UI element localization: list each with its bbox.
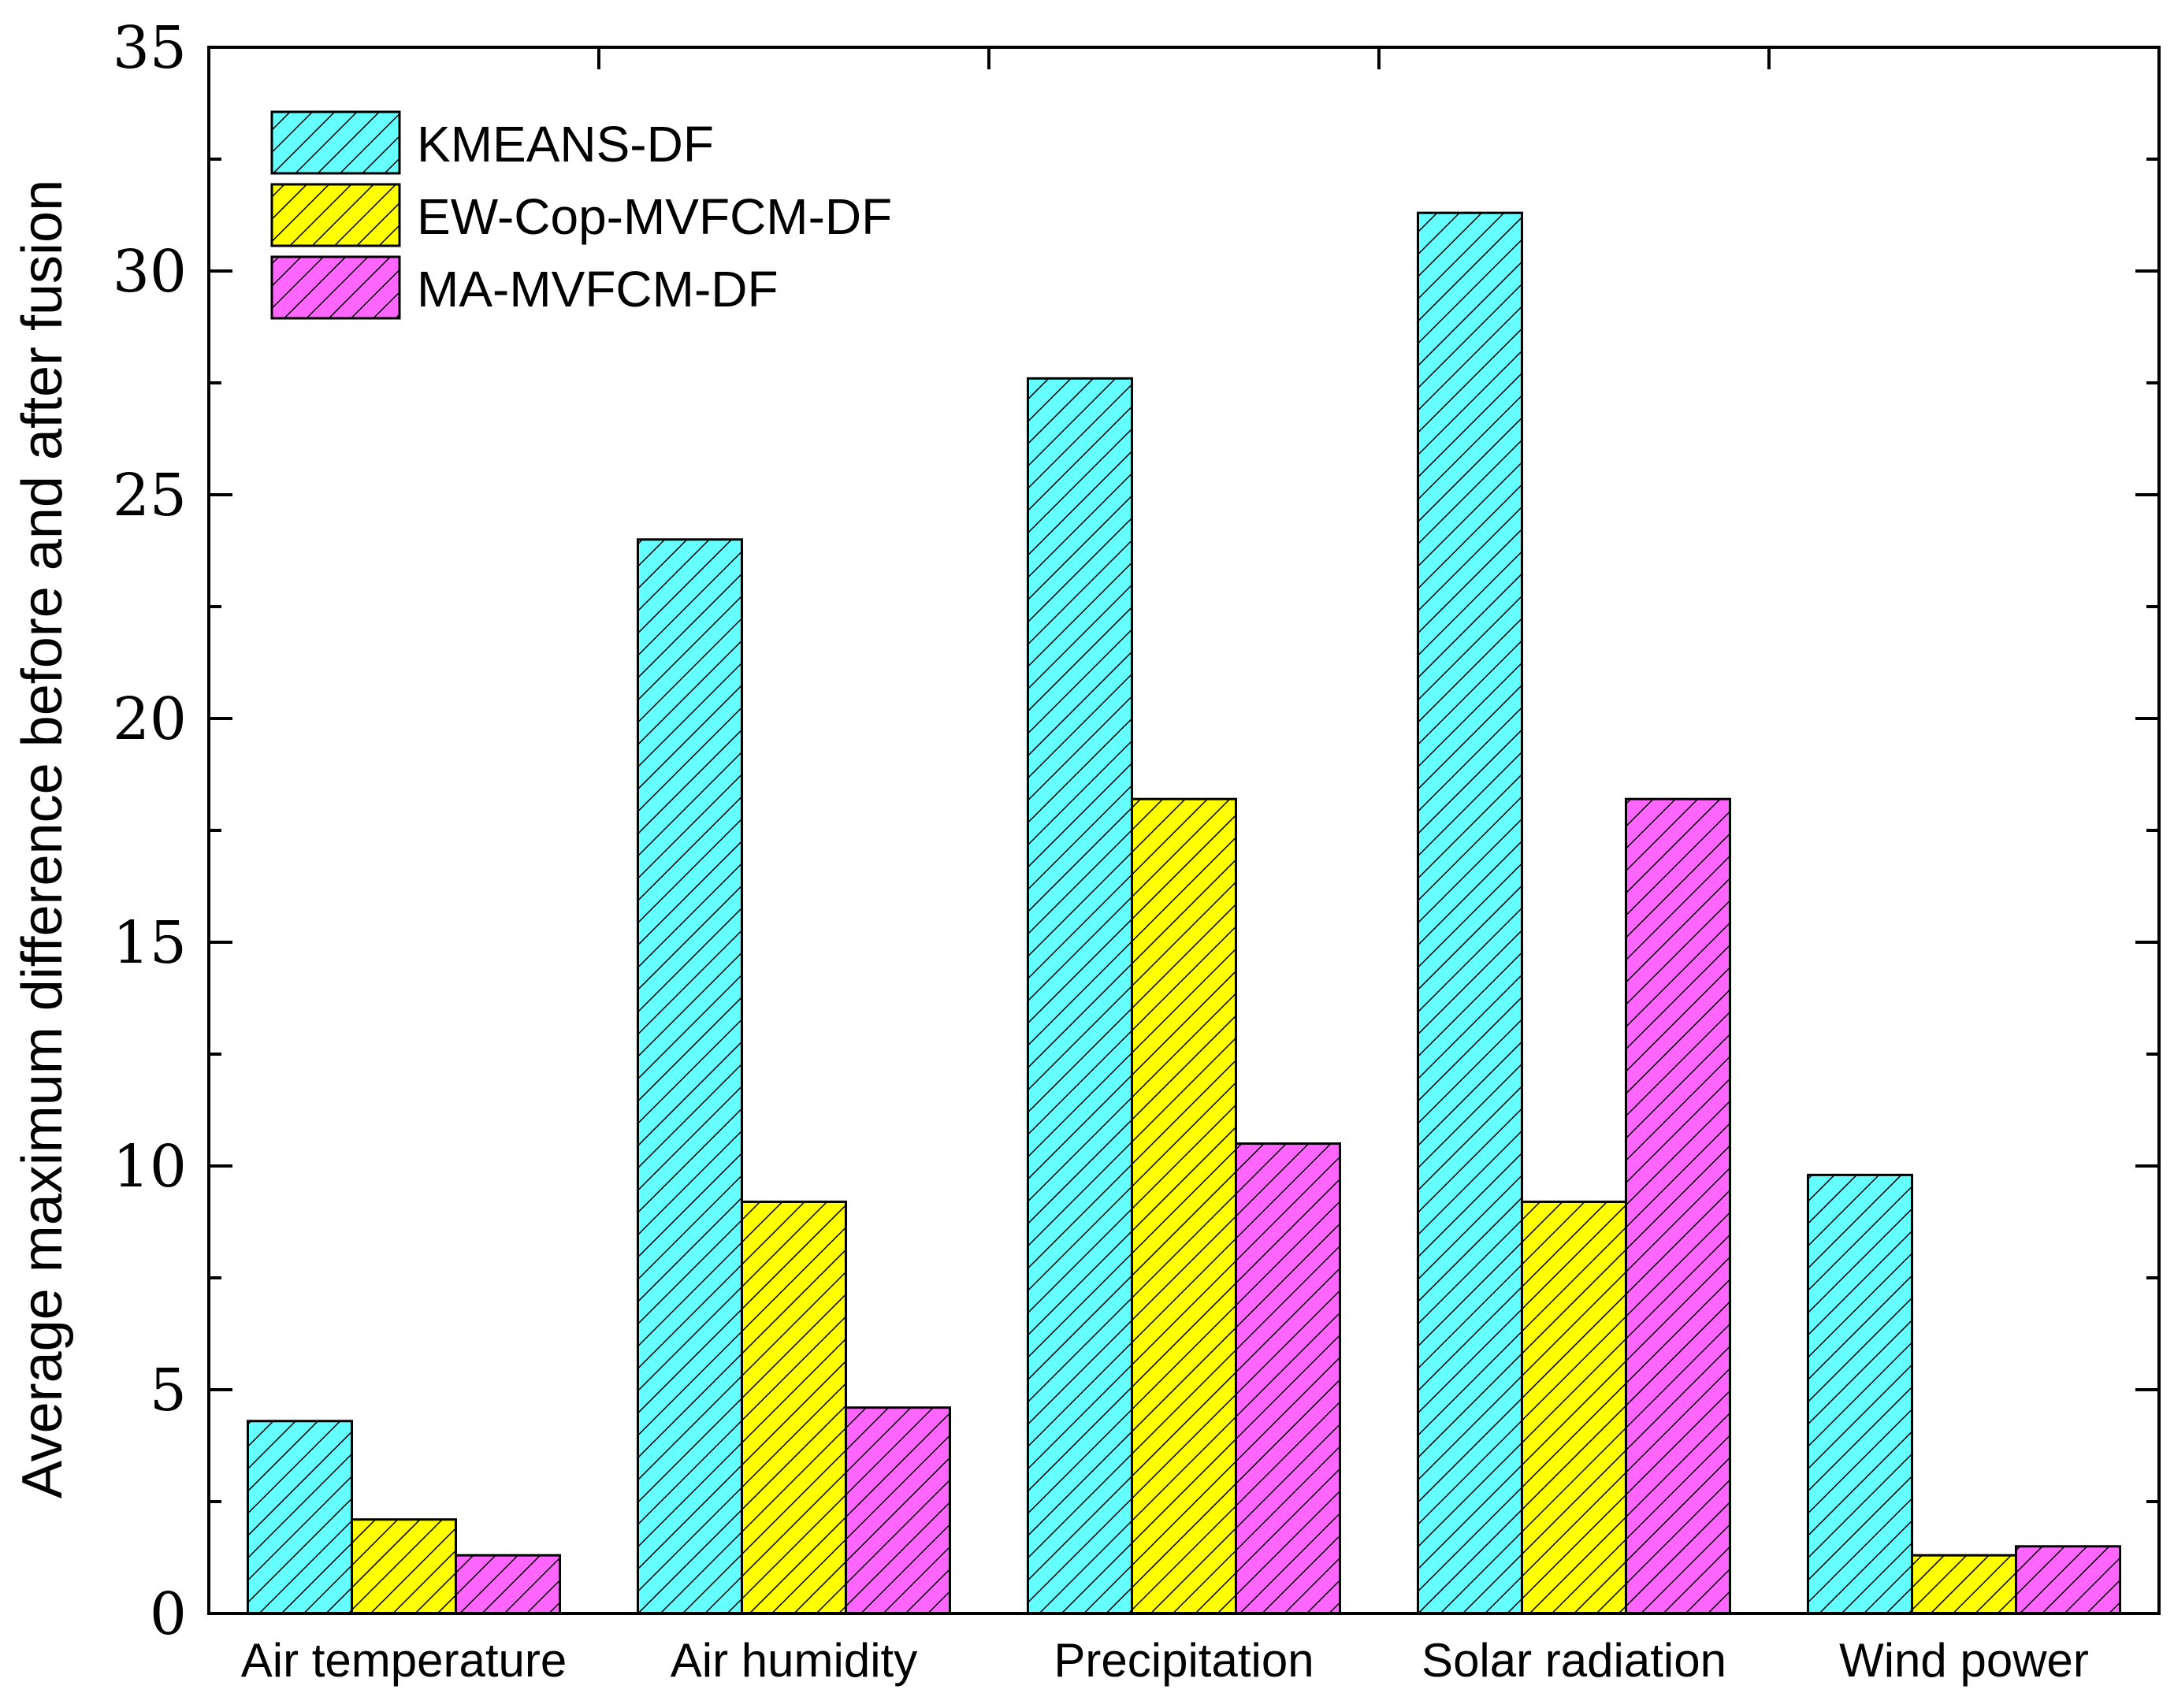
y-tick-label: 25 (113, 462, 187, 529)
legend-label: MA-MVFCM-DF (417, 261, 779, 317)
legend-label: EW-Cop-MVFCM-DF (417, 188, 892, 245)
bar-kmeans-df-wind-power (1807, 1173, 1913, 1615)
bar-ma-mvfcm-df-precipitation (1235, 1142, 1341, 1615)
bar-ma-mvfcm-df-solar-radiation (1625, 797, 1731, 1615)
axes-layer: 0 5 10 15 20 25 30 35 (113, 14, 2161, 1648)
bar-ew-cop-mvfcm-df-wind-power (1911, 1554, 2017, 1615)
y-tick-label: 10 (113, 1133, 187, 1201)
x-tick-label: Precipitation (1054, 1634, 1314, 1687)
bar-kmeans-df-air-temperature (247, 1420, 353, 1615)
bar-ew-cop-mvfcm-df-air-humidity (741, 1200, 847, 1615)
bar-ew-cop-mvfcm-df-solar-radiation (1521, 1200, 1627, 1615)
y-tick-label: 30 (113, 238, 187, 306)
bar-ew-cop-mvfcm-df-precipitation (1131, 797, 1237, 1615)
y-tick-label: 35 (113, 14, 187, 82)
x-tick-label: Air humidity (671, 1634, 917, 1687)
x-tick-label: Wind power (1839, 1634, 2089, 1687)
bar-ma-mvfcm-df-air-temperature (455, 1554, 561, 1615)
legend: KMEANS-DF EW-Cop-MVFCM-DF MA-MVFCM-DF (270, 110, 892, 320)
y-tick-label: 0 (150, 1580, 187, 1648)
bar-kmeans-df-air-humidity (637, 538, 743, 1615)
y-axis-label: Average maximum difference before and af… (11, 180, 74, 1498)
legend-swatch-ma-mvfcm-df (270, 255, 401, 320)
bar-ma-mvfcm-df-wind-power (2015, 1545, 2121, 1615)
legend-swatch-kmeans-df (270, 110, 401, 175)
bar-ma-mvfcm-df-air-humidity (845, 1406, 951, 1615)
bars-layer: Air temperature Air humidity Precipitation… (241, 211, 2121, 1687)
y-tick-label: 20 (113, 685, 187, 753)
x-tick-label: Solar radiation (1421, 1634, 1726, 1687)
legend-swatch-ew-cop-mvfcm-df (270, 183, 401, 247)
bar-kmeans-df-solar-radiation (1417, 211, 1523, 1615)
legend-label: KMEANS-DF (417, 116, 714, 173)
bar-ew-cop-mvfcm-df-air-temperature (351, 1518, 457, 1615)
bar-kmeans-df-precipitation (1027, 377, 1133, 1615)
x-tick-label: Air temperature (241, 1634, 567, 1687)
y-tick-label: 15 (113, 909, 187, 977)
y-tick-label: 5 (150, 1357, 187, 1424)
